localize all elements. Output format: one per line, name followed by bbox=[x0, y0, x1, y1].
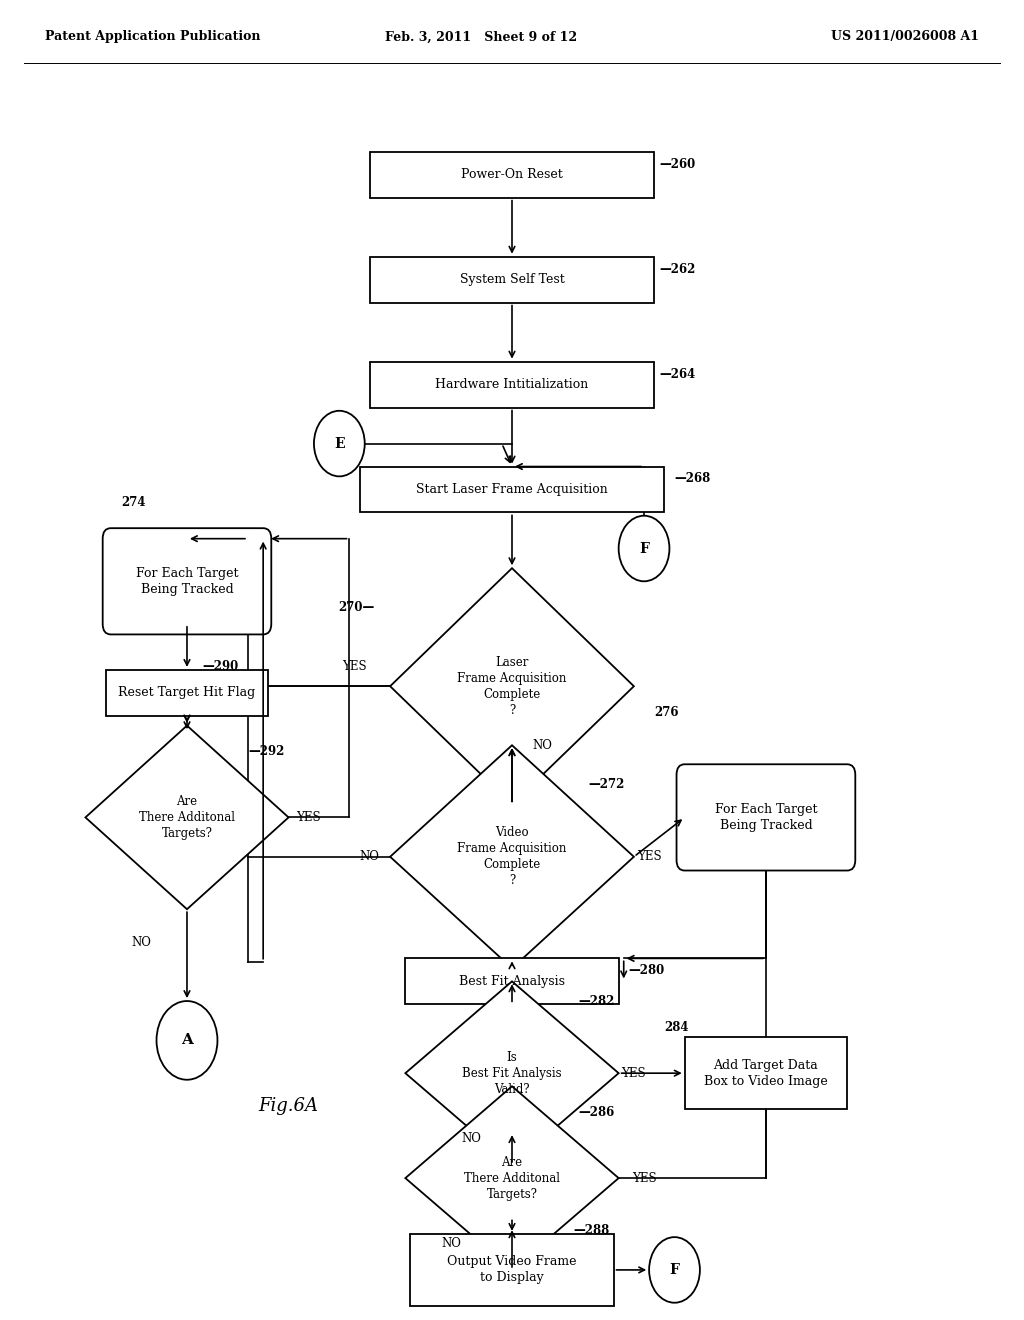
Polygon shape bbox=[406, 981, 618, 1166]
Text: F: F bbox=[670, 1263, 680, 1276]
Text: Add Target Data
Box to Video Image: Add Target Data Box to Video Image bbox=[705, 1059, 827, 1088]
FancyBboxPatch shape bbox=[406, 958, 618, 1005]
Text: 274: 274 bbox=[121, 496, 145, 510]
Text: —268: —268 bbox=[675, 473, 711, 486]
FancyBboxPatch shape bbox=[105, 669, 268, 715]
Text: Fig.6A: Fig.6A bbox=[258, 1097, 318, 1115]
FancyBboxPatch shape bbox=[370, 152, 654, 198]
Polygon shape bbox=[85, 726, 289, 909]
Text: E: E bbox=[334, 437, 345, 450]
Text: Laser
Frame Acquisition
Complete
?: Laser Frame Acquisition Complete ? bbox=[458, 656, 566, 717]
Text: Are
There Additonal
Targets?: Are There Additonal Targets? bbox=[139, 795, 234, 840]
Text: —280: —280 bbox=[629, 965, 665, 977]
Circle shape bbox=[314, 411, 365, 477]
Text: 284: 284 bbox=[665, 1020, 689, 1034]
Text: YES: YES bbox=[622, 1067, 646, 1080]
Text: NO: NO bbox=[359, 850, 380, 863]
Text: 276: 276 bbox=[654, 706, 679, 719]
Circle shape bbox=[649, 1237, 699, 1303]
Text: —272: —272 bbox=[588, 777, 625, 791]
Text: —290: —290 bbox=[202, 660, 239, 673]
Text: —288: —288 bbox=[573, 1224, 609, 1237]
FancyBboxPatch shape bbox=[370, 362, 654, 408]
Text: Power-On Reset: Power-On Reset bbox=[461, 168, 563, 181]
Circle shape bbox=[618, 516, 670, 581]
Text: System Self Test: System Self Test bbox=[460, 273, 564, 286]
Text: Start Laser Frame Acquisition: Start Laser Frame Acquisition bbox=[416, 483, 608, 496]
FancyBboxPatch shape bbox=[370, 256, 654, 302]
Text: NO: NO bbox=[441, 1237, 461, 1250]
Text: NO: NO bbox=[532, 739, 552, 752]
FancyBboxPatch shape bbox=[677, 764, 855, 870]
Text: —260: —260 bbox=[659, 157, 695, 170]
Circle shape bbox=[157, 1001, 217, 1080]
Text: —282: —282 bbox=[578, 994, 614, 1007]
Text: For Each Target
Being Tracked: For Each Target Being Tracked bbox=[136, 566, 239, 595]
Text: US 2011/0026008 A1: US 2011/0026008 A1 bbox=[831, 30, 979, 44]
Polygon shape bbox=[406, 1086, 618, 1270]
Text: —262: —262 bbox=[659, 263, 695, 276]
Text: NO: NO bbox=[462, 1133, 481, 1146]
Text: Is
Best Fit Analysis
Valid?: Is Best Fit Analysis Valid? bbox=[462, 1051, 562, 1096]
Text: NO: NO bbox=[131, 936, 152, 949]
Text: A: A bbox=[181, 1034, 193, 1047]
FancyBboxPatch shape bbox=[102, 528, 271, 635]
Text: Are
There Additonal
Targets?: Are There Additonal Targets? bbox=[464, 1155, 560, 1201]
Polygon shape bbox=[390, 746, 634, 969]
Text: Video
Frame Acquisition
Complete
?: Video Frame Acquisition Complete ? bbox=[458, 826, 566, 887]
Text: Reset Target Hit Flag: Reset Target Hit Flag bbox=[119, 686, 256, 700]
Text: Patent Application Publication: Patent Application Publication bbox=[45, 30, 260, 44]
Text: For Each Target
Being Tracked: For Each Target Being Tracked bbox=[715, 803, 817, 832]
Text: Output Video Frame
to Display: Output Video Frame to Display bbox=[447, 1255, 577, 1284]
FancyBboxPatch shape bbox=[359, 466, 665, 512]
Text: YES: YES bbox=[637, 850, 662, 863]
Text: —264: —264 bbox=[659, 367, 695, 380]
Text: —292: —292 bbox=[248, 746, 285, 758]
FancyBboxPatch shape bbox=[685, 1038, 847, 1109]
Polygon shape bbox=[390, 568, 634, 804]
Text: F: F bbox=[639, 541, 649, 556]
Text: —286: —286 bbox=[578, 1106, 614, 1119]
Text: 270—: 270— bbox=[339, 601, 375, 614]
FancyBboxPatch shape bbox=[411, 1234, 613, 1305]
Text: YES: YES bbox=[297, 810, 322, 824]
Text: YES: YES bbox=[342, 660, 367, 673]
Text: YES: YES bbox=[632, 1172, 656, 1184]
Text: Hardware Intitialization: Hardware Intitialization bbox=[435, 378, 589, 391]
Text: Feb. 3, 2011   Sheet 9 of 12: Feb. 3, 2011 Sheet 9 of 12 bbox=[385, 30, 578, 44]
Text: Best Fit Analysis: Best Fit Analysis bbox=[459, 975, 565, 987]
